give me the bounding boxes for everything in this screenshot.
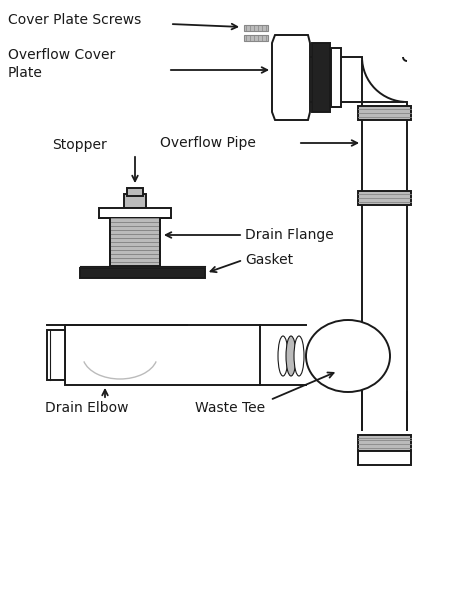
Polygon shape: [312, 43, 330, 112]
Bar: [47, 330, 65, 380]
Polygon shape: [272, 35, 310, 120]
Bar: [358, 435, 411, 451]
Bar: [244, 25, 268, 31]
Text: Overflow Pipe: Overflow Pipe: [160, 136, 256, 150]
Text: Waste Tee: Waste Tee: [195, 401, 265, 415]
Bar: [358, 451, 411, 465]
Text: Gasket: Gasket: [245, 253, 293, 267]
Bar: [244, 35, 268, 41]
Ellipse shape: [306, 320, 390, 392]
Text: Overflow Cover
Plate: Overflow Cover Plate: [8, 49, 115, 80]
Text: Cover Plate Screws: Cover Plate Screws: [8, 13, 141, 27]
Bar: [110, 218, 160, 266]
Bar: [124, 194, 146, 208]
Ellipse shape: [286, 336, 296, 376]
Bar: [358, 106, 411, 120]
Bar: [358, 191, 411, 205]
Bar: [65, 325, 260, 385]
Text: Drain Elbow: Drain Elbow: [45, 401, 129, 415]
Text: Drain Flange: Drain Flange: [245, 228, 334, 242]
Ellipse shape: [278, 336, 288, 376]
Bar: [331, 48, 341, 107]
Ellipse shape: [294, 336, 304, 376]
Bar: [80, 268, 205, 278]
Text: Stopper: Stopper: [52, 138, 107, 152]
Bar: [99, 208, 171, 218]
Bar: [127, 188, 143, 196]
